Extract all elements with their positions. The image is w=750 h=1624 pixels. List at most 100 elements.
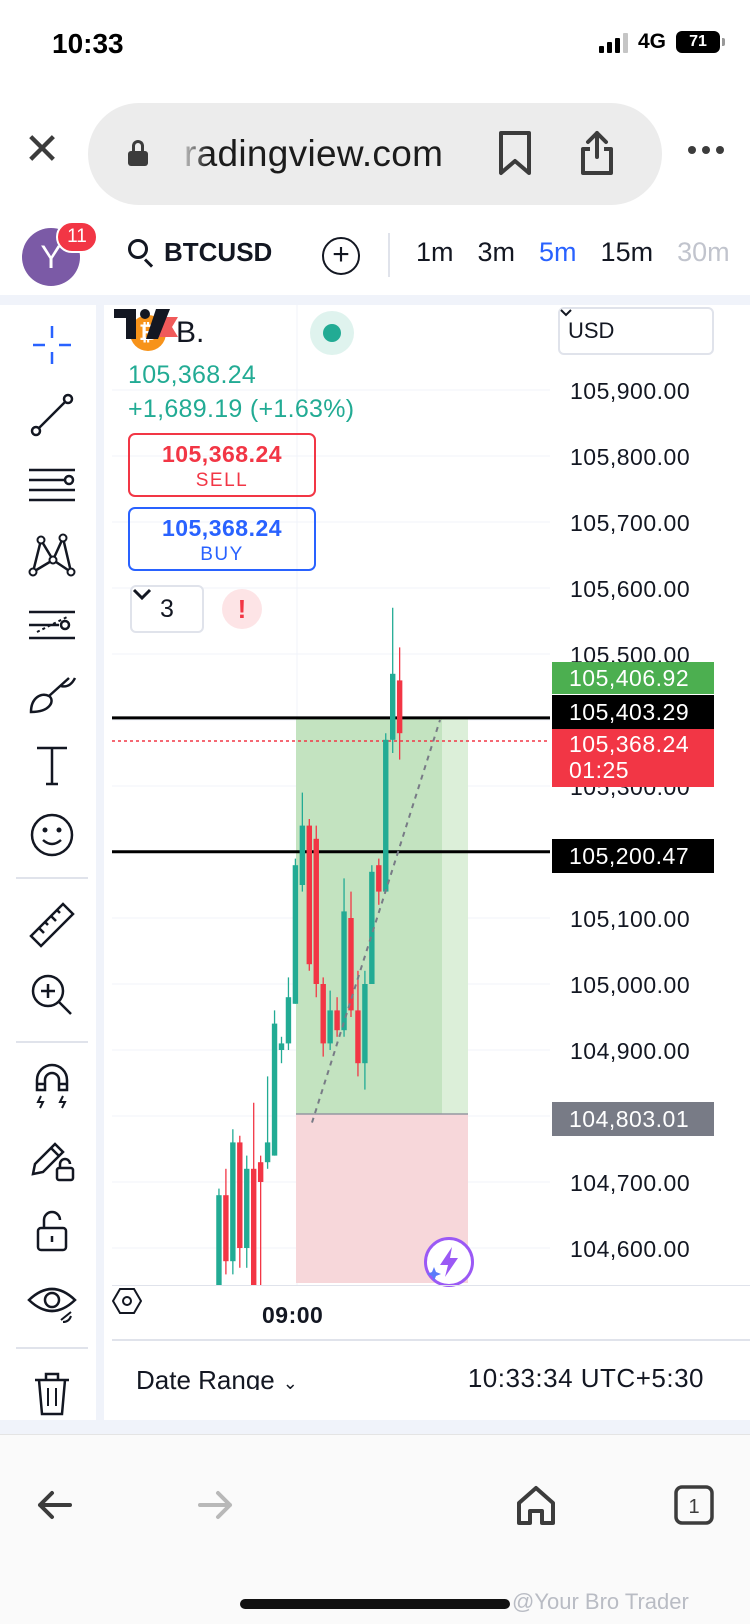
candle-body bbox=[355, 1010, 361, 1064]
price-tick-label: 104,700.00 bbox=[570, 1170, 690, 1196]
symbol-short-name[interactable]: B. bbox=[176, 316, 205, 349]
ruler-icon[interactable] bbox=[22, 895, 82, 955]
tabs-icon: 1 bbox=[674, 1485, 714, 1525]
price-axis-label: 105,406.92 bbox=[569, 665, 689, 691]
candle-body bbox=[251, 1168, 257, 1285]
status-bar: 10:33 4G 71 bbox=[0, 0, 750, 90]
indicators-collapse-button[interactable]: 3 bbox=[130, 585, 204, 633]
candle-body bbox=[334, 1010, 340, 1031]
emoji-icon[interactable] bbox=[22, 805, 82, 865]
tabs-button[interactable]: 1 bbox=[664, 1475, 724, 1535]
lightning-icon[interactable] bbox=[424, 1237, 474, 1287]
trend-line-icon[interactable] bbox=[22, 385, 82, 445]
interval-tab-5m[interactable]: 5m bbox=[539, 237, 577, 267]
bookmark-icon[interactable] bbox=[498, 130, 532, 176]
address-bar[interactable]: radingview.com bbox=[88, 103, 662, 205]
buy-button[interactable]: 105,368.24 BUY bbox=[128, 507, 316, 571]
price-tick-label: 104,600.00 bbox=[570, 1236, 690, 1262]
last-price: 105,368.24 bbox=[128, 361, 257, 389]
chevron-down-icon: ⌄ bbox=[282, 1373, 298, 1390]
price-tick-label: 105,000.00 bbox=[570, 972, 690, 998]
svg-text:1: 1 bbox=[688, 1496, 699, 1518]
network-type: 4G bbox=[637, 30, 666, 53]
url-text: radingview.com bbox=[184, 133, 444, 174]
fib-retracement-icon[interactable] bbox=[22, 455, 82, 515]
compare-symbol-button[interactable]: + bbox=[322, 237, 360, 275]
header-divider bbox=[388, 233, 390, 277]
candle-body bbox=[327, 1010, 333, 1044]
magnet-icon[interactable] bbox=[22, 1057, 82, 1117]
eye-icon[interactable] bbox=[22, 1273, 82, 1333]
chart-pane[interactable]: 105,900.00 105,800.00 105,700.00 105,600.00… bbox=[112, 305, 750, 1390]
candle-body bbox=[369, 871, 375, 984]
pattern-icon[interactable] bbox=[22, 525, 82, 585]
candle-body bbox=[390, 673, 396, 740]
candle-body bbox=[278, 1043, 285, 1050]
profit-zone-filled bbox=[296, 717, 442, 1115]
sell-button[interactable]: 105,368.24 SELL bbox=[128, 433, 316, 497]
candle-body bbox=[216, 1195, 222, 1285]
toolbar-divider bbox=[16, 1347, 88, 1349]
candle-body bbox=[376, 865, 382, 892]
price-axis-label-bg bbox=[552, 1102, 714, 1136]
home-button[interactable] bbox=[506, 1475, 566, 1535]
interval-tab-15m[interactable]: 15m bbox=[600, 237, 654, 267]
price-axis-label: 105,403.29 bbox=[569, 699, 689, 725]
date-range-button[interactable]: Date Range ⌄ bbox=[136, 1365, 298, 1390]
tradingview-logo-icon[interactable] bbox=[112, 305, 174, 341]
status-time: 10:33 bbox=[52, 28, 124, 59]
back-button[interactable] bbox=[24, 1475, 84, 1535]
price-axis-label: 01:25 bbox=[569, 757, 629, 783]
interval-tab-30m[interactable]: 30m bbox=[677, 237, 730, 267]
text-icon[interactable] bbox=[22, 735, 82, 795]
buy-label: BUY bbox=[200, 544, 244, 565]
sell-label: SELL bbox=[195, 470, 249, 491]
home-indicator bbox=[240, 1599, 510, 1609]
chart-footer: Date Range ⌄ 10:33:34 UTC+5:30 bbox=[112, 1339, 750, 1390]
symbol-search-button[interactable]: BTCUSD bbox=[128, 237, 272, 268]
currency-value: USD bbox=[568, 318, 615, 343]
toolbar-divider bbox=[16, 877, 88, 879]
sell-price: 105,368.24 bbox=[161, 441, 283, 467]
settings-icon[interactable] bbox=[112, 1286, 142, 1316]
interval-tab-1m[interactable]: 1m bbox=[416, 237, 454, 267]
close-tab-button[interactable]: ✕ bbox=[23, 125, 61, 174]
timezone-clock[interactable]: 10:33:34 UTC+5:30 bbox=[467, 1363, 704, 1390]
lock-icon[interactable] bbox=[22, 1201, 82, 1261]
candle-body bbox=[341, 911, 347, 1031]
share-icon[interactable] bbox=[578, 129, 616, 177]
market-status-icon[interactable] bbox=[310, 311, 354, 355]
candle-body bbox=[313, 838, 319, 984]
interval-tab-3m[interactable]: 3m bbox=[477, 237, 516, 267]
zoom-in-icon[interactable] bbox=[22, 965, 82, 1025]
browser-toolbar: ✕ radingview.com bbox=[0, 100, 750, 210]
trash-icon[interactable] bbox=[22, 1363, 82, 1423]
brush-icon[interactable] bbox=[22, 665, 82, 725]
price-tick-label: 105,100.00 bbox=[570, 906, 690, 932]
price-axis-label: 105,200.47 bbox=[569, 843, 689, 869]
forward-button[interactable] bbox=[186, 1475, 246, 1535]
time-axis[interactable]: 09:00 bbox=[112, 1285, 750, 1337]
price-chart[interactable]: 105,900.00 105,800.00 105,700.00 105,600.00… bbox=[112, 305, 750, 1285]
date-range-label: Date Range bbox=[136, 1365, 275, 1390]
chart-header: Y 11 BTCUSD + 1m 3m 5m 15m 30m bbox=[0, 215, 750, 295]
lock-icon bbox=[128, 140, 148, 166]
more-options-icon[interactable] bbox=[688, 146, 724, 154]
arrow-left-icon bbox=[38, 1491, 72, 1519]
forecast-icon[interactable] bbox=[22, 595, 82, 655]
candle-body bbox=[223, 1195, 229, 1262]
interval-tabs: 1m 3m 5m 15m 30m bbox=[416, 237, 730, 268]
url-fade bbox=[178, 123, 208, 183]
bottom-separator bbox=[0, 1420, 750, 1434]
home-icon bbox=[517, 1486, 555, 1525]
crosshair-icon[interactable] bbox=[22, 315, 82, 375]
lock-drawing-icon[interactable] bbox=[22, 1129, 82, 1189]
currency-select[interactable]: USD bbox=[558, 307, 714, 355]
candle-body bbox=[271, 1023, 278, 1156]
price-change: +1,689.19 (+1.63%) bbox=[128, 395, 355, 423]
candle-body bbox=[257, 1162, 264, 1182]
chevron-down-icon bbox=[132, 588, 152, 601]
warning-icon[interactable]: ! bbox=[222, 589, 262, 629]
price-axis-label: 104,803.01 bbox=[569, 1106, 689, 1132]
arrow-right-icon bbox=[198, 1491, 232, 1519]
